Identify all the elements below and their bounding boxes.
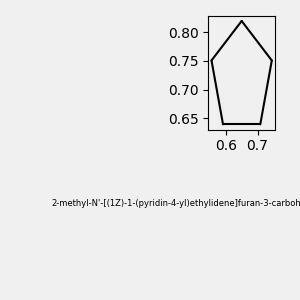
Text: 2-methyl-N'-[(1Z)-1-(pyridin-4-yl)ethylidene]furan-3-carbohydrazide: 2-methyl-N'-[(1Z)-1-(pyridin-4-yl)ethyli… — [51, 200, 300, 208]
